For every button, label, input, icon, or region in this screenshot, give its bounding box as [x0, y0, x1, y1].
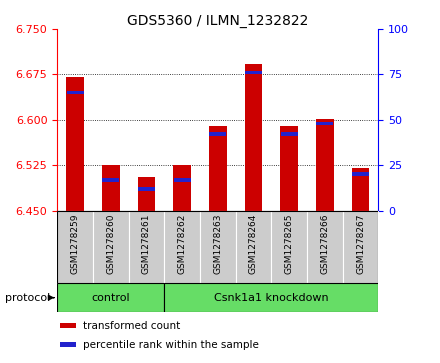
Bar: [316, 122, 334, 125]
Bar: [138, 177, 155, 211]
Bar: [209, 132, 226, 136]
Text: GSM1278263: GSM1278263: [213, 213, 222, 274]
Bar: [209, 126, 227, 211]
Bar: [174, 178, 191, 182]
Bar: [138, 187, 155, 191]
Text: GSM1278262: GSM1278262: [178, 213, 187, 274]
Bar: [352, 168, 370, 211]
Text: GSM1278264: GSM1278264: [249, 213, 258, 274]
Text: GSM1278260: GSM1278260: [106, 213, 115, 274]
FancyBboxPatch shape: [343, 211, 378, 283]
Bar: [60, 342, 77, 347]
Bar: [173, 165, 191, 211]
Text: GSM1278261: GSM1278261: [142, 213, 151, 274]
Text: GSM1278259: GSM1278259: [70, 213, 80, 274]
Title: GDS5360 / ILMN_1232822: GDS5360 / ILMN_1232822: [127, 14, 308, 28]
Text: GSM1278265: GSM1278265: [285, 213, 293, 274]
FancyBboxPatch shape: [271, 211, 307, 283]
FancyBboxPatch shape: [57, 211, 93, 283]
Text: percentile rank within the sample: percentile rank within the sample: [83, 340, 259, 350]
Text: control: control: [92, 293, 130, 303]
Bar: [102, 178, 119, 182]
FancyBboxPatch shape: [93, 211, 128, 283]
Text: GSM1278266: GSM1278266: [320, 213, 330, 274]
Text: GSM1278267: GSM1278267: [356, 213, 365, 274]
Bar: [102, 165, 120, 211]
FancyBboxPatch shape: [200, 211, 236, 283]
Bar: [60, 323, 77, 328]
Bar: [352, 172, 369, 176]
Bar: [280, 126, 298, 211]
Bar: [281, 132, 297, 136]
FancyBboxPatch shape: [236, 211, 271, 283]
FancyBboxPatch shape: [164, 283, 378, 312]
Bar: [66, 77, 84, 211]
FancyBboxPatch shape: [57, 283, 164, 312]
Text: protocol: protocol: [5, 293, 50, 303]
Bar: [245, 71, 262, 74]
FancyBboxPatch shape: [128, 211, 164, 283]
Bar: [66, 91, 84, 94]
Bar: [245, 64, 262, 211]
Text: transformed count: transformed count: [83, 321, 180, 331]
Bar: [316, 119, 334, 211]
FancyBboxPatch shape: [307, 211, 343, 283]
Text: Csnk1a1 knockdown: Csnk1a1 knockdown: [214, 293, 329, 303]
FancyBboxPatch shape: [164, 211, 200, 283]
